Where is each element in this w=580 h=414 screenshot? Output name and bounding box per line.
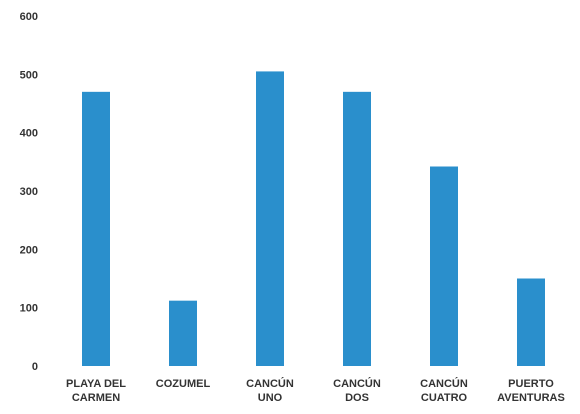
x-tick-label-line: PUERTO bbox=[508, 378, 554, 390]
y-tick-label: 100 bbox=[20, 303, 38, 315]
x-tick-label: COZUMEL bbox=[156, 378, 211, 390]
x-tick-label-line: PLAYA DEL bbox=[66, 378, 126, 390]
bar bbox=[169, 300, 197, 366]
x-tick-label-line: CANCÚN bbox=[333, 377, 381, 390]
x-tick-label: CANCÚN UNO bbox=[246, 377, 294, 404]
y-tick-label: 500 bbox=[20, 69, 38, 81]
x-tick-label: CANCÚN DOS bbox=[333, 377, 381, 404]
x-tick-label-line: UNO bbox=[258, 392, 283, 404]
x-tick-label-line: CUATRO bbox=[421, 392, 468, 404]
x-tick-label-line: DOS bbox=[345, 392, 369, 404]
x-tick-label-line: COZUMEL bbox=[156, 378, 211, 390]
bar bbox=[430, 166, 458, 366]
y-tick-label: 600 bbox=[20, 11, 38, 23]
bar bbox=[517, 278, 545, 366]
x-tick-label: PUERTO AVENTURAS bbox=[497, 378, 565, 404]
y-tick-label: 200 bbox=[20, 244, 38, 256]
x-tick-label-line: CANCÚN bbox=[420, 377, 468, 390]
x-tick-label: CANCÚN CUATRO bbox=[420, 377, 468, 404]
bars bbox=[82, 71, 545, 367]
bar bbox=[343, 91, 371, 366]
bar bbox=[256, 71, 284, 367]
x-tick-label-line: CANCÚN bbox=[246, 377, 294, 390]
y-axis: 0 100 200 300 400 500 600 bbox=[20, 11, 38, 373]
x-tick-label: PLAYA DEL CARMEN bbox=[66, 378, 126, 404]
bar bbox=[82, 91, 110, 366]
x-tick-label-line: CARMEN bbox=[72, 392, 120, 404]
x-tick-label-line: AVENTURAS bbox=[497, 392, 565, 404]
y-tick-label: 300 bbox=[20, 186, 38, 198]
x-axis: PLAYA DEL CARMEN COZUMEL CANCÚN UNO CANCÚN DOS… bbox=[66, 377, 565, 404]
y-tick-label: 400 bbox=[20, 128, 38, 140]
y-tick-label: 0 bbox=[32, 361, 38, 373]
